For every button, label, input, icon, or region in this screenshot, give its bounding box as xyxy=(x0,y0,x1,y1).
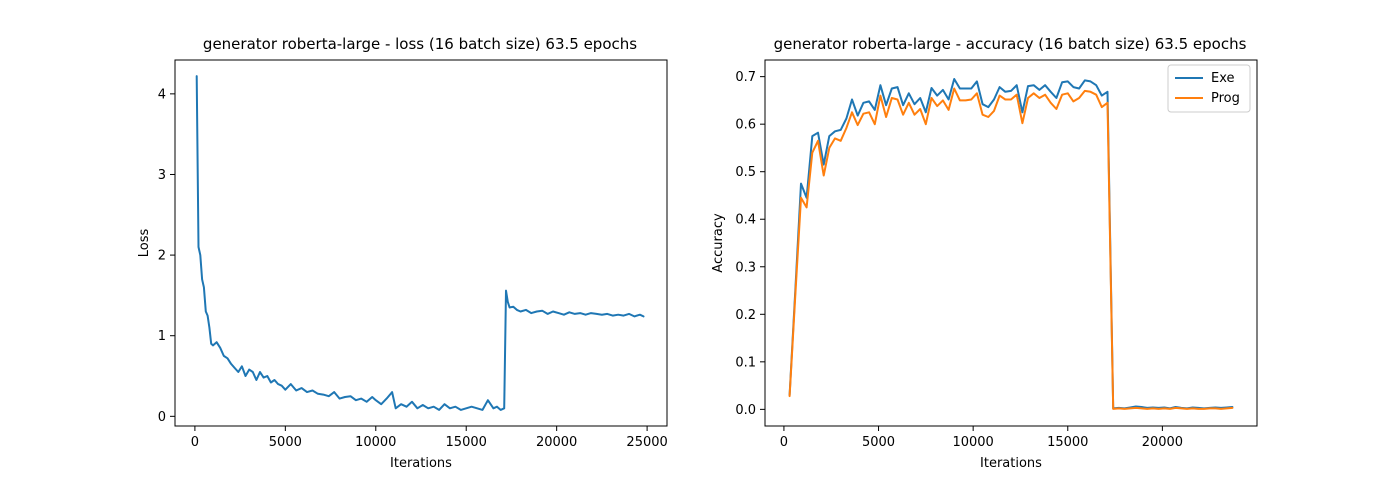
accuracy-y-axis-label: Accuracy xyxy=(711,213,726,273)
accuracy-x-tick-label: 15000 xyxy=(1047,435,1088,450)
accuracy-chart-title: generator roberta-large - accuracy (16 b… xyxy=(774,35,1247,53)
loss-x-tick-label: 25000 xyxy=(626,435,667,450)
accuracy-y-tick-label: 0.4 xyxy=(735,213,756,228)
loss-x-ticks: 0 5000 10000 15000 20000 25000 xyxy=(191,426,668,450)
loss-plot-area xyxy=(195,75,645,411)
loss-chart: generator roberta-large - loss (16 batch… xyxy=(137,35,668,471)
accuracy-y-tick-label: 0.7 xyxy=(735,70,756,85)
accuracy-y-tick-label: 0.3 xyxy=(735,260,756,275)
accuracy-x-axis-label: Iterations xyxy=(980,456,1042,471)
accuracy-x-tick-label: 5000 xyxy=(862,435,895,450)
loss-y-tick-label: 3 xyxy=(158,168,166,183)
loss-y-axis-label: Loss xyxy=(137,229,152,258)
loss-x-tick-label: 5000 xyxy=(269,435,302,450)
legend-box xyxy=(1167,64,1251,113)
accuracy-legend: Exe Prog xyxy=(1167,64,1251,113)
accuracy-plot-area xyxy=(788,78,1234,410)
accuracy-y-tick-label: 0.5 xyxy=(735,165,756,180)
accuracy-y-tick-label: 0.0 xyxy=(735,403,756,418)
accuracy-series-line-prog xyxy=(788,87,1234,410)
accuracy-x-tick-label: 20000 xyxy=(1142,435,1183,450)
loss-y-tick-label: 4 xyxy=(158,87,166,102)
loss-y-ticks: 0 1 2 3 4 xyxy=(158,87,175,425)
loss-x-tick-label: 20000 xyxy=(536,435,577,450)
accuracy-y-ticks: 0.0 0.1 0.2 0.3 0.4 0.5 0.6 0.7 xyxy=(735,70,765,418)
legend-label-exe: Exe xyxy=(1211,71,1235,86)
accuracy-chart: generator roberta-large - accuracy (16 b… xyxy=(711,35,1258,471)
loss-series-line xyxy=(195,75,645,411)
accuracy-y-tick-label: 0.1 xyxy=(735,355,756,370)
accuracy-y-tick-label: 0.2 xyxy=(735,308,756,323)
loss-y-tick-label: 0 xyxy=(158,410,166,425)
accuracy-x-ticks: 0 5000 10000 15000 20000 xyxy=(780,426,1183,450)
loss-y-tick-label: 2 xyxy=(158,249,166,264)
accuracy-plot-frame xyxy=(764,59,1258,427)
accuracy-y-tick-label: 0.6 xyxy=(735,118,756,133)
loss-x-tick-label: 10000 xyxy=(355,435,396,450)
loss-x-tick-label: 15000 xyxy=(446,435,487,450)
accuracy-x-tick-label: 0 xyxy=(780,435,788,450)
accuracy-x-tick-label: 10000 xyxy=(952,435,993,450)
loss-x-axis-label: Iterations xyxy=(390,456,452,471)
loss-plot-frame xyxy=(174,59,668,427)
legend-label-prog: Prog xyxy=(1211,91,1240,106)
loss-chart-title: generator roberta-large - loss (16 batch… xyxy=(203,35,637,53)
loss-y-tick-label: 1 xyxy=(158,329,166,344)
loss-x-tick-label: 0 xyxy=(191,435,199,450)
